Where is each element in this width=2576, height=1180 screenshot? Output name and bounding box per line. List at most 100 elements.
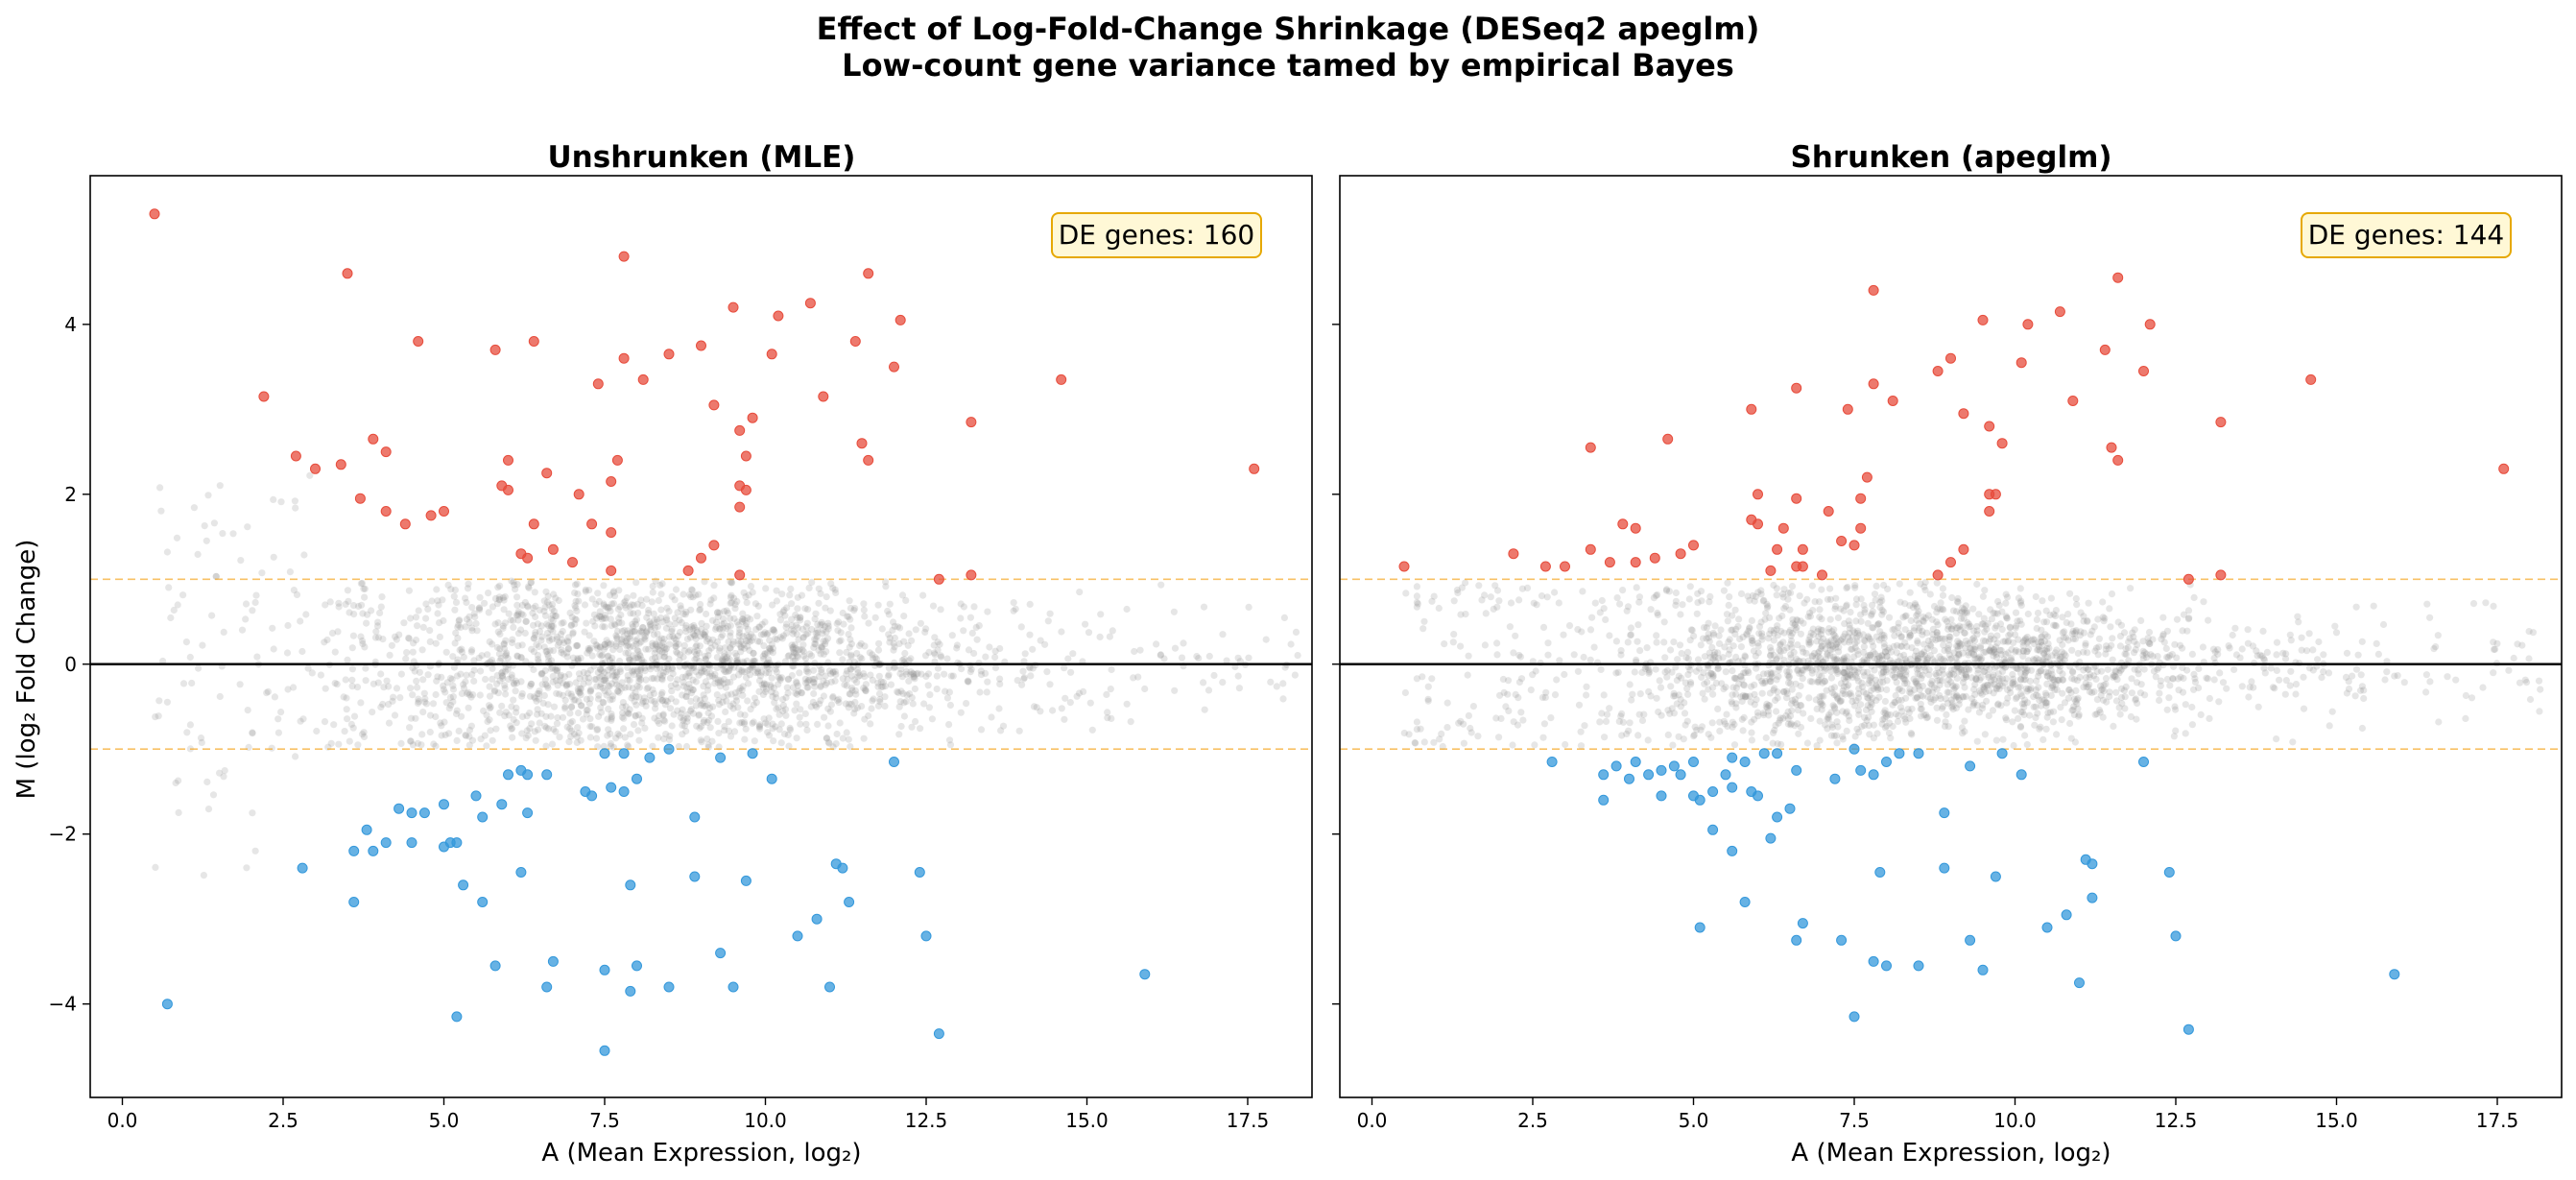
- ns-gene-point: [577, 685, 585, 693]
- ns-gene-point: [556, 677, 563, 685]
- ns-gene-point: [1979, 592, 1987, 600]
- ns-gene-point: [817, 590, 824, 597]
- ns-gene-point: [510, 696, 517, 704]
- ns-gene-point: [839, 609, 847, 617]
- ns-gene-point: [716, 679, 725, 686]
- ns-gene-point: [1872, 582, 1880, 590]
- ns-gene-point: [598, 615, 606, 623]
- ns-gene-point: [823, 628, 830, 636]
- ns-gene-point: [780, 606, 788, 614]
- ns-gene-point: [348, 665, 356, 673]
- de-count-badge: DE genes: 160: [1051, 212, 1262, 258]
- ns-gene-point: [2197, 710, 2205, 719]
- ns-gene-point: [540, 691, 549, 700]
- ns-gene-point: [809, 675, 817, 684]
- ns-gene-point: [753, 613, 761, 620]
- ns-gene-point: [663, 698, 672, 706]
- ns-gene-point: [410, 639, 417, 647]
- ns-gene-point: [822, 681, 829, 689]
- ns-gene-point: [683, 717, 691, 726]
- ns-gene-point: [680, 653, 687, 661]
- ns-gene-point: [630, 671, 638, 679]
- ns-gene-point: [544, 658, 553, 665]
- ns-gene-point: [743, 632, 751, 639]
- ns-gene-point: [784, 689, 792, 697]
- ns-gene-point: [1961, 629, 1968, 638]
- ns-gene-point: [745, 591, 752, 599]
- ns-gene-point: [925, 704, 934, 711]
- ns-gene-point: [727, 678, 734, 686]
- ns-gene-point: [1947, 678, 1955, 686]
- ns-gene-point: [341, 728, 348, 735]
- ns-gene-point: [846, 643, 853, 651]
- ns-gene-point: [2318, 674, 2326, 682]
- ns-gene-point: [1417, 725, 1424, 733]
- ns-gene-point: [1656, 677, 1663, 685]
- ns-gene-point: [718, 656, 726, 663]
- ns-gene-point: [871, 654, 879, 662]
- ns-gene-point: [811, 675, 819, 683]
- ns-gene-point: [634, 647, 642, 655]
- ns-gene-point: [614, 687, 622, 695]
- ns-gene-point: [729, 673, 738, 681]
- ns-gene-point: [929, 602, 938, 610]
- ns-gene-point: [1495, 734, 1503, 741]
- ns-gene-point: [660, 735, 668, 743]
- ns-gene-point: [1893, 649, 1900, 657]
- ns-gene-point: [2127, 712, 2135, 721]
- ns-gene-point: [754, 638, 762, 645]
- ns-gene-point: [497, 654, 505, 662]
- ns-gene-point: [678, 605, 685, 613]
- ns-gene-point: [418, 731, 426, 738]
- ns-gene-point: [2423, 600, 2431, 608]
- ns-gene-point: [445, 730, 453, 737]
- ns-gene-point: [486, 705, 493, 712]
- ns-gene-point: [406, 724, 414, 732]
- ns-gene-point: [440, 686, 447, 693]
- ns-gene-point: [2109, 656, 2116, 663]
- ns-gene-point: [418, 646, 426, 654]
- ns-gene-point: [2016, 599, 2024, 607]
- ns-gene-point: [661, 701, 669, 709]
- ns-gene-point: [906, 690, 914, 698]
- ns-gene-point: [853, 650, 861, 658]
- ns-gene-point: [2020, 676, 2028, 684]
- ns-gene-point: [1816, 606, 1824, 614]
- ns-gene-point: [405, 634, 413, 642]
- ns-gene-point: [766, 637, 774, 644]
- ns-gene-point: [1797, 617, 1804, 625]
- ns-gene-point: [451, 606, 459, 614]
- ns-gene-point: [861, 715, 869, 723]
- de-gene-point: [2215, 569, 2227, 581]
- ns-gene-point: [1745, 627, 1753, 636]
- ns-gene-point: [834, 627, 842, 635]
- ns-gene-point: [1758, 689, 1766, 697]
- ns-gene-point: [460, 681, 467, 688]
- ns-gene-point: [618, 703, 627, 711]
- ns-gene-point: [558, 646, 565, 654]
- ns-gene-point: [1457, 611, 1465, 618]
- ns-gene-point: [542, 648, 550, 656]
- ns-gene-point: [563, 723, 571, 731]
- ns-gene-point: [486, 702, 493, 710]
- ns-gene-point: [739, 633, 747, 640]
- ns-gene-point: [781, 612, 789, 619]
- de-gene-point: [1913, 748, 1924, 759]
- ns-gene-point: [1828, 723, 1836, 732]
- de-gene-point: [2054, 306, 2065, 318]
- ns-gene-point: [696, 724, 704, 732]
- ns-gene-point: [393, 636, 400, 643]
- ns-gene-point: [2040, 650, 2048, 658]
- ns-gene-point: [731, 689, 740, 697]
- ns-gene-point: [446, 693, 454, 702]
- ns-gene-point: [615, 683, 623, 690]
- ns-gene-point: [675, 640, 682, 648]
- series-down-regulated: [161, 743, 1151, 1056]
- ns-gene-point: [1519, 716, 1527, 724]
- de-gene-point: [354, 493, 366, 504]
- ns-gene-point: [2292, 681, 2301, 688]
- ns-gene-point: [680, 679, 687, 686]
- x-tick-label: 7.5: [1839, 1109, 1870, 1132]
- ns-gene-point: [982, 669, 990, 678]
- ns-gene-point: [798, 591, 806, 599]
